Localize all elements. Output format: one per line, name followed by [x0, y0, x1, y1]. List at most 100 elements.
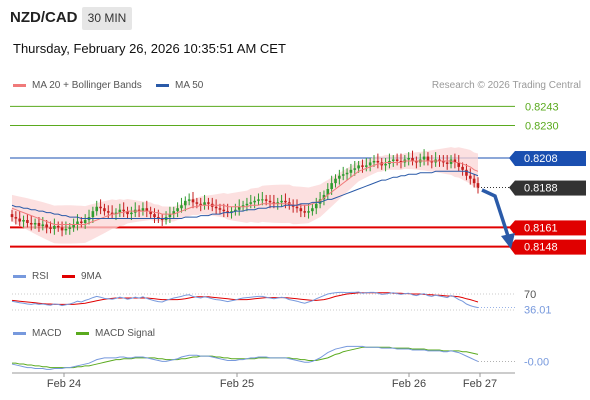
candle-body: [445, 162, 449, 164]
candle-body: [26, 220, 29, 223]
candle-body: [29, 222, 33, 225]
candle-body: [149, 211, 152, 215]
candle-body: [222, 209, 226, 212]
candle-body: [241, 205, 245, 207]
candle-body: [130, 212, 133, 215]
x-tick-label: Feb 27: [463, 378, 497, 390]
candle-body: [334, 178, 337, 184]
candle-body: [110, 212, 114, 215]
candle-body: [345, 172, 349, 175]
rsi-70-label: 70: [524, 289, 536, 301]
ma20-line: [11, 160, 479, 225]
candle-body: [230, 211, 233, 213]
legend-ma20-label: MA 20 + Bollinger Bands: [32, 80, 142, 91]
signal-swatch: [76, 332, 89, 335]
candle-body: [303, 211, 306, 213]
candle-body: [137, 209, 141, 212]
candle-body: [299, 208, 303, 212]
candle-body: [103, 208, 106, 212]
candle-body: [476, 183, 480, 188]
candle-body: [295, 206, 299, 209]
macd-value-label: -0.00: [524, 356, 549, 368]
candle-body: [391, 159, 395, 161]
candle-body: [365, 165, 368, 167]
candle-body: [203, 202, 206, 206]
candle-body: [49, 227, 52, 229]
candle-body: [276, 202, 280, 204]
bollinger-band: [12, 147, 478, 244]
timeframe-badge: 30 MIN: [82, 7, 132, 30]
legend-macd: MACD: [13, 328, 61, 339]
candle-body: [411, 158, 414, 161]
candle-body: [141, 208, 145, 212]
level-label: 0.8148: [524, 242, 558, 254]
candle-body: [168, 214, 172, 218]
level-label: 0.8230: [525, 121, 559, 133]
candle-body: [253, 200, 256, 203]
candle-body: [426, 156, 430, 161]
candle-body: [361, 165, 364, 167]
candle-body: [395, 159, 399, 161]
candle-body: [349, 169, 353, 173]
rsi-value-label: 36.01: [524, 305, 552, 317]
rsi-swatch: [13, 275, 26, 278]
level-tag-pointer: [509, 239, 515, 255]
candle-body: [218, 208, 222, 210]
candle-body: [280, 200, 283, 203]
level-tag-support: [515, 239, 586, 255]
candle-body: [472, 178, 476, 184]
rsi-9ma-line: [11, 292, 479, 305]
legend-ma20-bollinger: MA 20 + Bollinger Bands: [13, 80, 142, 91]
candle-body: [291, 205, 295, 207]
candle-body: [157, 217, 160, 219]
candle-body: [214, 206, 218, 209]
candle-body: [237, 206, 241, 210]
rsi-line: [11, 291, 479, 309]
candle-body: [53, 225, 56, 229]
candle-body: [318, 199, 322, 204]
candle-body: [172, 211, 176, 215]
candle-body: [180, 205, 183, 209]
candle-body: [399, 160, 403, 163]
candle-body: [368, 162, 372, 166]
candle-body: [83, 220, 87, 223]
candle-body: [384, 163, 387, 166]
candle-body: [195, 202, 199, 204]
level-label: 0.8161: [524, 222, 558, 234]
legend-ma50: MA 50: [156, 80, 203, 91]
candle-body: [33, 222, 37, 225]
candle-body: [14, 217, 18, 219]
candle-body: [160, 218, 164, 221]
candle-body: [184, 200, 187, 206]
candle-body: [457, 162, 461, 167]
candle-body: [442, 160, 445, 163]
candle-body: [341, 174, 345, 176]
candle-body: [453, 159, 457, 163]
candle-body: [226, 211, 229, 213]
candle-body: [191, 199, 195, 203]
ma50-swatch: [156, 84, 169, 87]
candle-body: [438, 159, 441, 161]
forecast-arrow: [481, 188, 510, 237]
candle-body: [461, 166, 464, 170]
candle-body: [245, 203, 249, 206]
candle-body: [268, 200, 272, 203]
candle-body: [187, 199, 191, 201]
candle-body: [45, 224, 48, 228]
candle-body: [207, 202, 210, 204]
candle-body: [264, 199, 268, 201]
candle-body: [145, 208, 149, 212]
candle-body: [72, 224, 75, 228]
candle-body: [261, 199, 264, 201]
legend-macd-label: MACD: [32, 328, 62, 339]
candle-body: [353, 168, 357, 170]
candle-body: [153, 214, 156, 218]
macd-swatch: [13, 332, 26, 335]
candle-body: [56, 225, 60, 228]
x-tick-label: Feb 25: [220, 378, 254, 390]
candle-body: [10, 214, 14, 218]
candle-body: [284, 200, 287, 203]
candle-body: [449, 159, 453, 164]
candle-body: [76, 221, 79, 225]
